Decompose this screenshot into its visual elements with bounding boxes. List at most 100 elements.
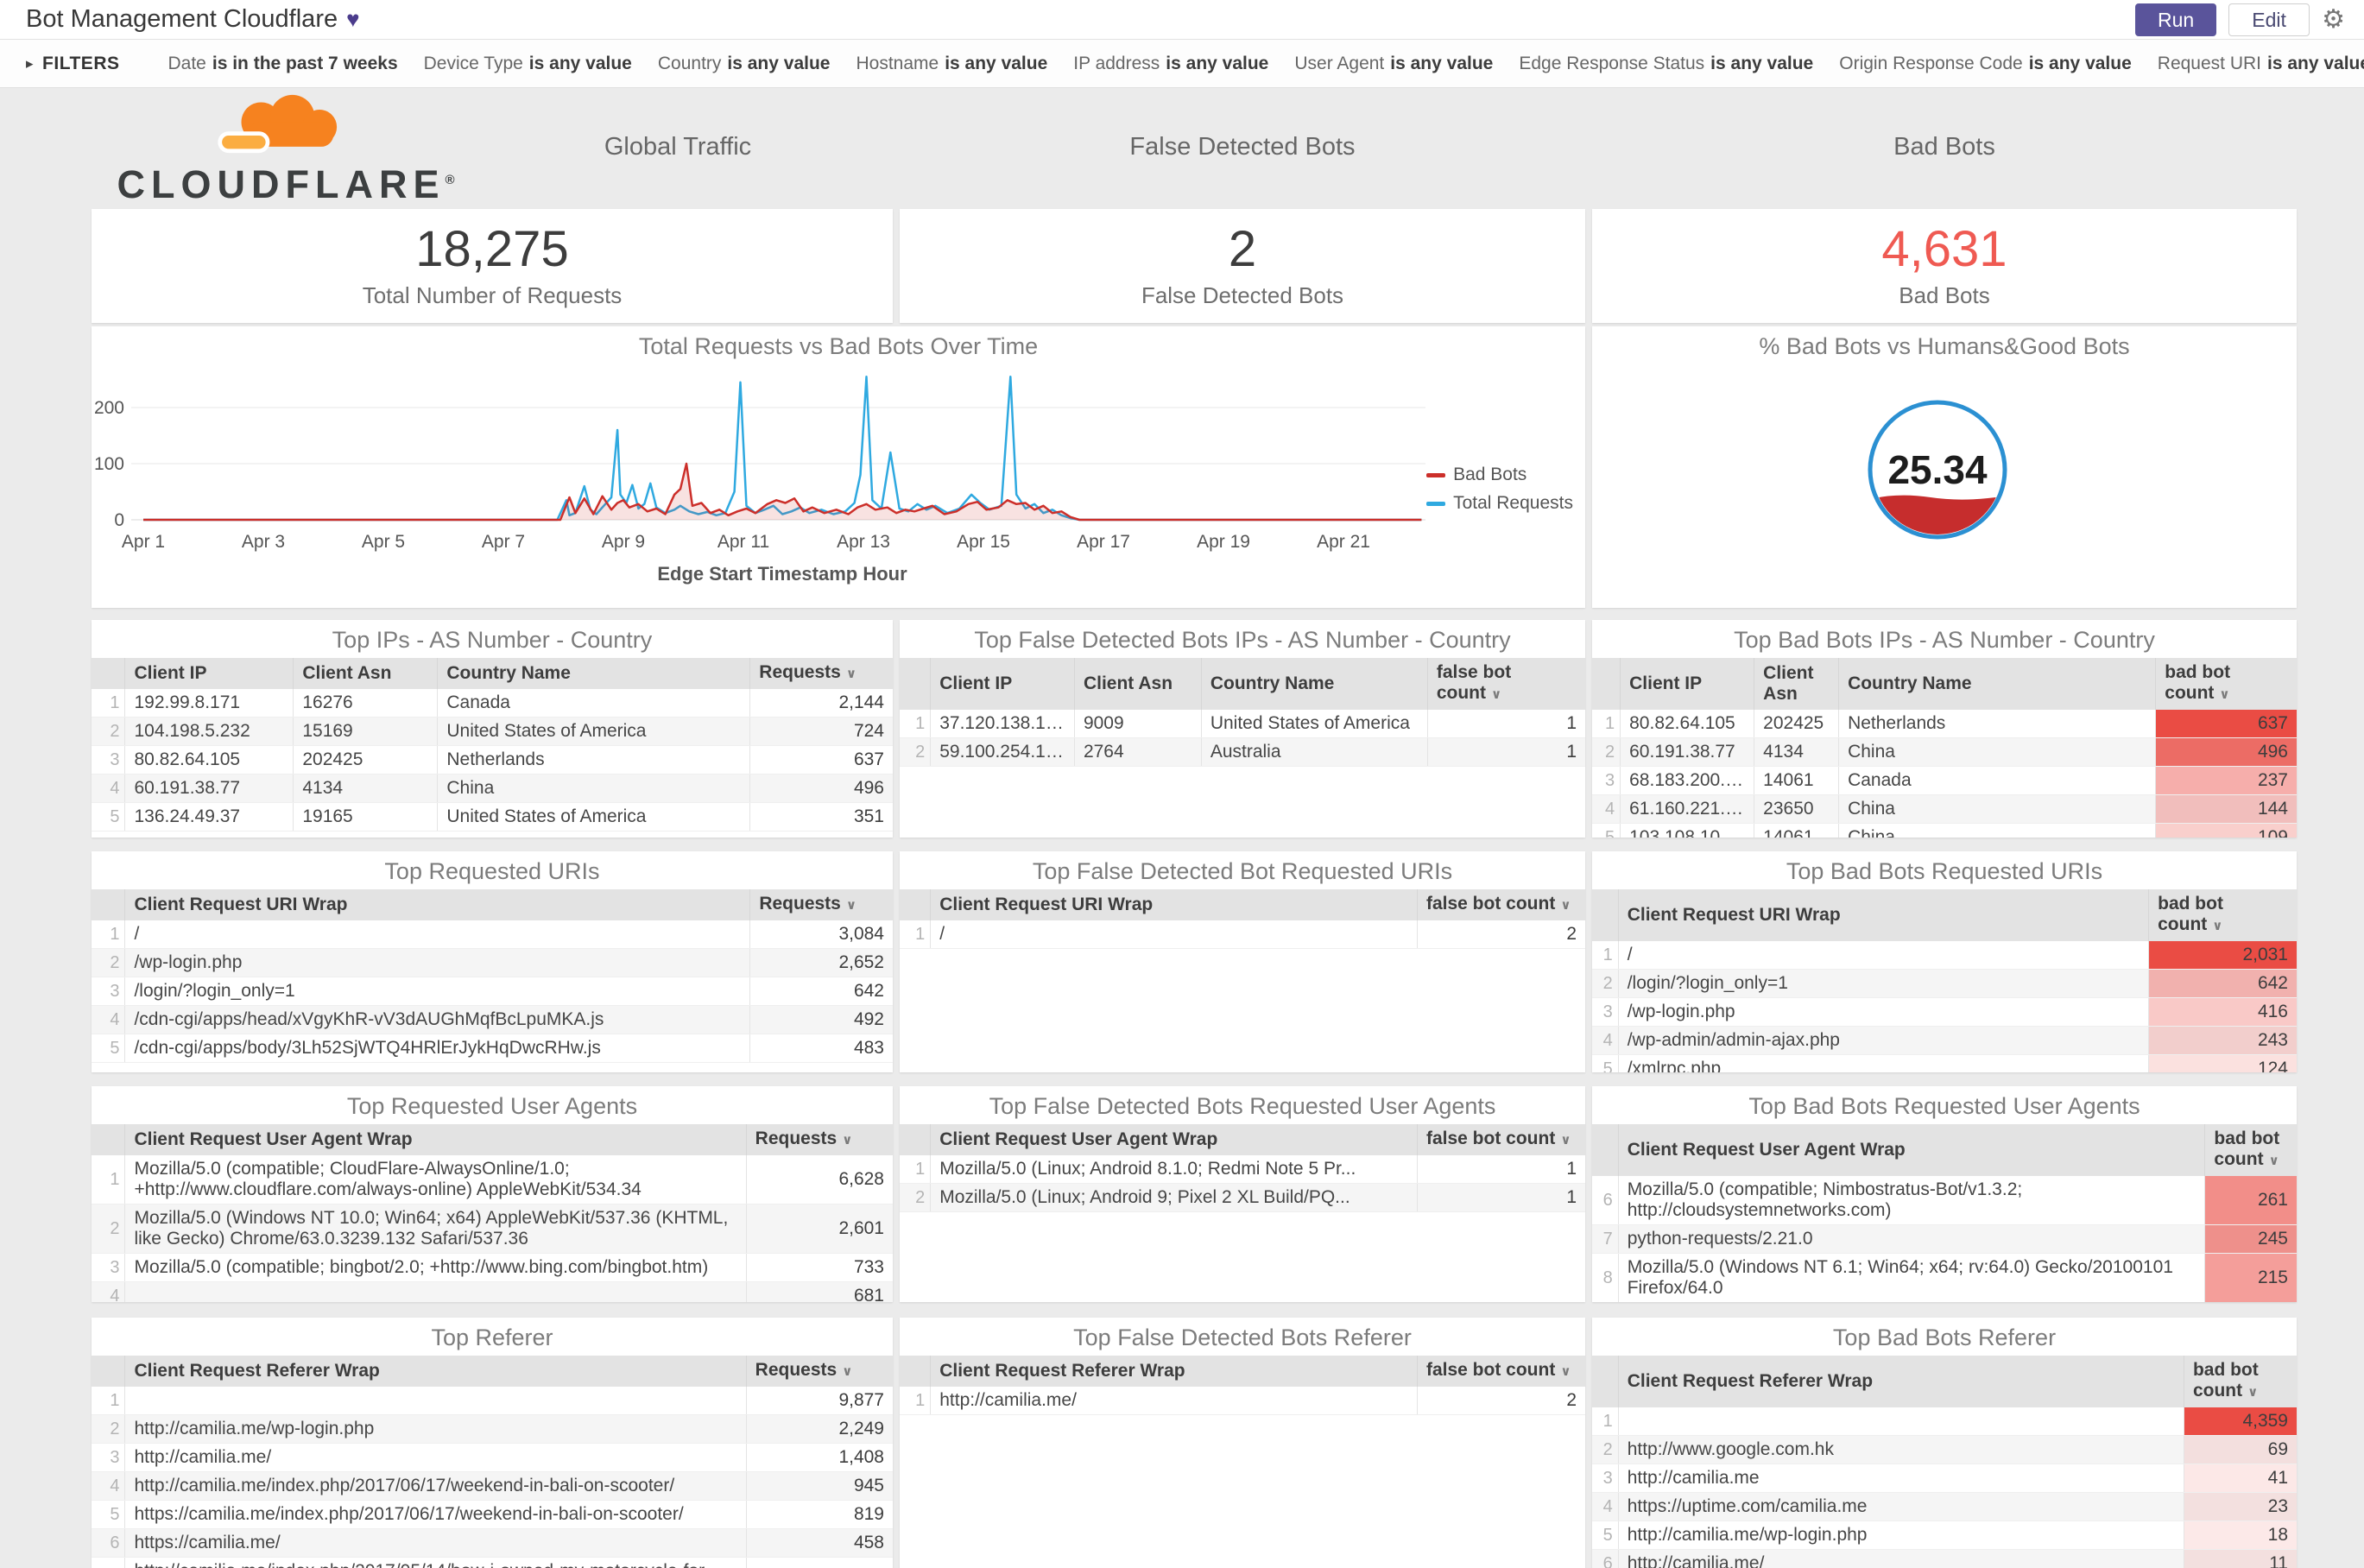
table-cell[interactable]: https://camilia.me/ — [124, 1528, 747, 1558]
table-cell[interactable]: 4134 — [1754, 737, 1839, 767]
table-cell[interactable] — [124, 1281, 747, 1302]
table-cell[interactable]: 104.198.5.232 — [124, 717, 294, 746]
table-cell[interactable]: 724 — [749, 717, 893, 746]
table-cell[interactable]: 945 — [745, 1471, 893, 1501]
column-header[interactable]: Country Name — [437, 658, 750, 689]
table-cell[interactable]: 496 — [749, 774, 893, 803]
table-cell[interactable]: 23 — [2183, 1492, 2297, 1521]
table-cell[interactable]: https://camilia.me/index.php/2017/06/17/… — [124, 1500, 747, 1529]
column-header[interactable]: Requests ∨ — [749, 889, 893, 920]
table-cell[interactable]: 2,652 — [749, 948, 893, 977]
column-header[interactable]: false bot count ∨ — [1416, 889, 1585, 920]
filter-item[interactable]: User Agent is any value — [1294, 53, 1494, 73]
table-cell[interactable]: / — [124, 920, 750, 949]
table-cell[interactable]: 4134 — [293, 774, 438, 803]
column-header[interactable]: Client Request User Agent Wrap — [124, 1124, 747, 1155]
column-header[interactable]: bad bot count ∨ — [2155, 658, 2297, 710]
table-cell[interactable]: 2764 — [1073, 737, 1202, 767]
table-cell[interactable]: 1 — [1426, 737, 1585, 767]
table-cell[interactable]: 2,601 — [745, 1204, 893, 1254]
table-cell[interactable]: China — [1838, 737, 2156, 767]
table-cell[interactable]: 237 — [2155, 766, 2297, 795]
column-header[interactable]: Requests ∨ — [745, 1124, 893, 1155]
table-cell[interactable]: /wp-login.php — [124, 948, 750, 977]
table-cell[interactable]: 80.82.64.105 — [1620, 710, 1754, 738]
table-cell[interactable]: 3,084 — [749, 920, 893, 949]
table-cell[interactable]: 15169 — [293, 717, 438, 746]
filter-item[interactable]: Edge Response Status is any value — [1519, 53, 1814, 73]
table-cell[interactable]: China — [437, 774, 750, 803]
table-cell[interactable]: 637 — [2155, 710, 2297, 738]
filter-item[interactable]: Country is any value — [657, 53, 831, 73]
table-cell[interactable]: 2,031 — [2148, 941, 2297, 970]
table-cell[interactable]: 2,144 — [749, 689, 893, 718]
table-cell[interactable]: /wp-admin/admin-ajax.php — [1617, 1026, 2149, 1055]
table-cell[interactable]: 284 — [745, 1557, 893, 1568]
column-header[interactable]: Client Request Referer Wrap — [124, 1356, 747, 1387]
table-cell[interactable]: 2 — [1416, 920, 1585, 949]
table-cell[interactable]: 136.24.49.37 — [124, 802, 294, 831]
table-cell[interactable]: Australia — [1200, 737, 1428, 767]
column-header[interactable]: Requests ∨ — [745, 1356, 893, 1387]
table-cell[interactable]: 492 — [749, 1005, 893, 1034]
table-cell[interactable]: http://camilia.me/index.php/2017/05/14/h… — [124, 1557, 747, 1568]
column-header[interactable]: Requests ∨ — [749, 658, 893, 689]
table-cell[interactable]: 19165 — [293, 802, 438, 831]
table-cell[interactable]: 37.120.138.173 — [930, 710, 1075, 738]
column-header[interactable]: false bot count ∨ — [1416, 1124, 1585, 1155]
column-header[interactable]: Country Name — [1838, 658, 2156, 710]
table-cell[interactable]: China — [1838, 823, 2156, 838]
table-cell[interactable]: 642 — [2148, 969, 2297, 998]
table-cell[interactable]: /wp-login.php — [1617, 997, 2149, 1027]
table-cell[interactable]: United States of America — [437, 802, 750, 831]
filter-item[interactable]: Hostname is any value — [856, 53, 1048, 73]
table-cell[interactable]: 11 — [2183, 1549, 2297, 1568]
table-cell[interactable]: python-requests/2.21.0 — [1617, 1224, 2205, 1254]
edit-button[interactable]: Edit — [2228, 3, 2310, 36]
run-button[interactable]: Run — [2135, 3, 2217, 36]
table-cell[interactable]: 2 — [1416, 1387, 1585, 1415]
column-header[interactable]: Client IP — [1620, 658, 1754, 710]
filter-item[interactable]: Origin Response Code is any value — [1839, 53, 2132, 73]
table-cell[interactable]: http://camilia.me/ — [1617, 1549, 2184, 1568]
table-cell[interactable]: 14061 — [1754, 766, 1839, 795]
table-cell[interactable]: / — [1617, 941, 2149, 970]
table-cell[interactable]: 202425 — [293, 745, 438, 775]
column-header[interactable]: Country Name — [1200, 658, 1428, 710]
filter-item[interactable]: Device Type is any value — [423, 53, 632, 73]
table-cell[interactable]: 351 — [749, 802, 893, 831]
filter-item[interactable]: Request URI is any value — [2157, 53, 2364, 73]
table-cell[interactable]: 6,628 — [745, 1155, 893, 1204]
table-cell[interactable]: Canada — [437, 689, 750, 718]
requests-vs-bad-bots-chart[interactable]: 0 100 200 Apr 1 Apr 3 Apr 5 Apr 7 Apr 9 Apr 11 Ap… — [92, 364, 1585, 594]
table-cell[interactable]: Mozilla/5.0 (Linux; Android 9; Pixel 2 X… — [930, 1183, 1418, 1212]
table-cell[interactable]: 215 — [2204, 1253, 2297, 1302]
table-cell[interactable]: 23650 — [1754, 794, 1839, 824]
table-cell[interactable]: Mozilla/5.0 (Windows NT 6.1; Win64; x64;… — [1617, 1253, 2205, 1302]
table-cell[interactable]: 245 — [2204, 1224, 2297, 1254]
legend-item[interactable]: Total Requests — [1426, 493, 1573, 514]
table-cell[interactable]: http://camilia.me/index.php/2017/06/17/w… — [124, 1471, 747, 1501]
table-cell[interactable]: 61.160.221.73 — [1620, 794, 1754, 824]
table-cell[interactable]: 60.191.38.77 — [124, 774, 294, 803]
column-header[interactable]: Client Asn — [1754, 658, 1839, 710]
table-cell[interactable]: 202425 — [1754, 710, 1839, 738]
column-header[interactable]: bad bot count ∨ — [2204, 1124, 2297, 1176]
filter-item[interactable]: Date is in the past 7 weeks — [168, 53, 398, 73]
table-cell[interactable]: 68.183.200.167 — [1620, 766, 1754, 795]
column-header[interactable]: Client Request User Agent Wrap — [930, 1124, 1418, 1155]
column-header[interactable]: Client Request URI Wrap — [124, 889, 750, 920]
table-cell[interactable]: China — [1838, 794, 2156, 824]
table-cell[interactable]: 144 — [2155, 794, 2297, 824]
table-cell[interactable]: 733 — [745, 1253, 893, 1282]
column-header[interactable]: false bot count ∨ — [1426, 658, 1585, 710]
table-cell[interactable]: 681 — [745, 1281, 893, 1302]
table-cell[interactable]: 458 — [745, 1528, 893, 1558]
column-header[interactable]: Client IP — [124, 658, 294, 689]
table-cell[interactable] — [1617, 1407, 2184, 1436]
table-cell[interactable]: 124 — [2148, 1054, 2297, 1072]
table-cell[interactable]: Mozilla/5.0 (compatible; Nimbostratus-Bo… — [1617, 1176, 2205, 1225]
table-cell[interactable]: /login/?login_only=1 — [124, 977, 750, 1006]
table-cell[interactable]: 80.82.64.105 — [124, 745, 294, 775]
filters-toggle[interactable]: ▸ FILTERS — [26, 54, 120, 74]
